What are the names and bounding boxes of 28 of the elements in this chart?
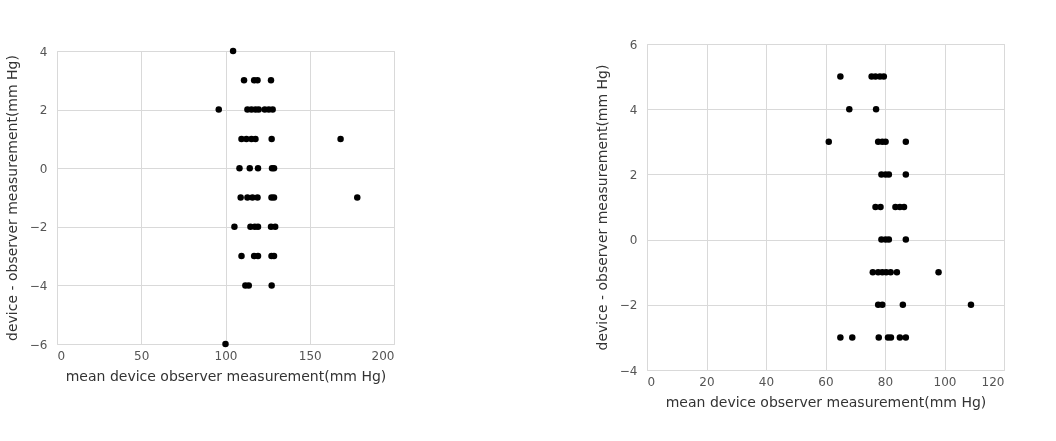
- x-tick-label: 120: [981, 374, 1005, 389]
- x-tick-label: 40: [758, 374, 775, 389]
- y-tick-label: −4: [619, 363, 638, 378]
- y-axis-title: device - observer measurement(mm Hg): [593, 64, 610, 351]
- y-tick-label: 6: [629, 37, 638, 52]
- y-tick-label: −6: [29, 337, 48, 352]
- y-tick-label: 4: [629, 102, 638, 117]
- y-tick-label: −2: [29, 220, 48, 235]
- x-tick-label: 200: [371, 348, 395, 363]
- y-tick-label: 0: [629, 233, 638, 248]
- x-tick-label: 150: [298, 348, 322, 363]
- x-tick-label: 20: [699, 374, 715, 389]
- y-tick-label: 2: [629, 167, 638, 182]
- x-axis-title: mean device observer measurement(mm Hg): [665, 393, 987, 410]
- x-axis-title: mean device observer measurement(mm Hg): [65, 367, 387, 384]
- y-tick-label: 2: [39, 103, 48, 118]
- x-tick-label: 100: [214, 348, 238, 363]
- x-tick-label: 50: [134, 348, 150, 363]
- x-tick-label: 100: [933, 374, 957, 389]
- y-tick-label: 4: [39, 44, 48, 59]
- y-axis-title: device - observer measurement(mm Hg): [3, 55, 20, 341]
- y-tick-label: 0: [39, 161, 48, 176]
- y-tick-label: −4: [29, 278, 48, 293]
- x-tick-label: 0: [647, 374, 656, 389]
- y-tick-label: −2: [619, 298, 638, 313]
- x-tick-label: 0: [57, 348, 66, 363]
- x-tick-label: 80: [877, 374, 894, 389]
- x-tick-label: 60: [818, 374, 834, 389]
